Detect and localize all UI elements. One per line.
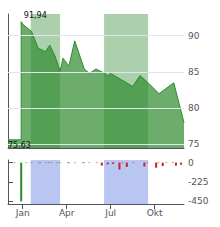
svg-text:0: 0 bbox=[188, 158, 194, 168]
svg-text:Jan: Jan bbox=[15, 208, 30, 218]
svg-text:Okt: Okt bbox=[147, 208, 163, 218]
svg-text:-450: -450 bbox=[188, 196, 209, 206]
svg-text:Apr: Apr bbox=[59, 208, 75, 218]
svg-text:75,63: 75,63 bbox=[8, 141, 31, 150]
svg-text:Jul: Jul bbox=[104, 208, 116, 218]
svg-text:85: 85 bbox=[188, 67, 199, 77]
svg-text:90: 90 bbox=[188, 31, 200, 41]
svg-text:91,94: 91,94 bbox=[24, 11, 47, 20]
svg-text:-225: -225 bbox=[188, 177, 208, 187]
svg-text:80: 80 bbox=[188, 103, 200, 113]
svg-text:75: 75 bbox=[188, 139, 199, 149]
